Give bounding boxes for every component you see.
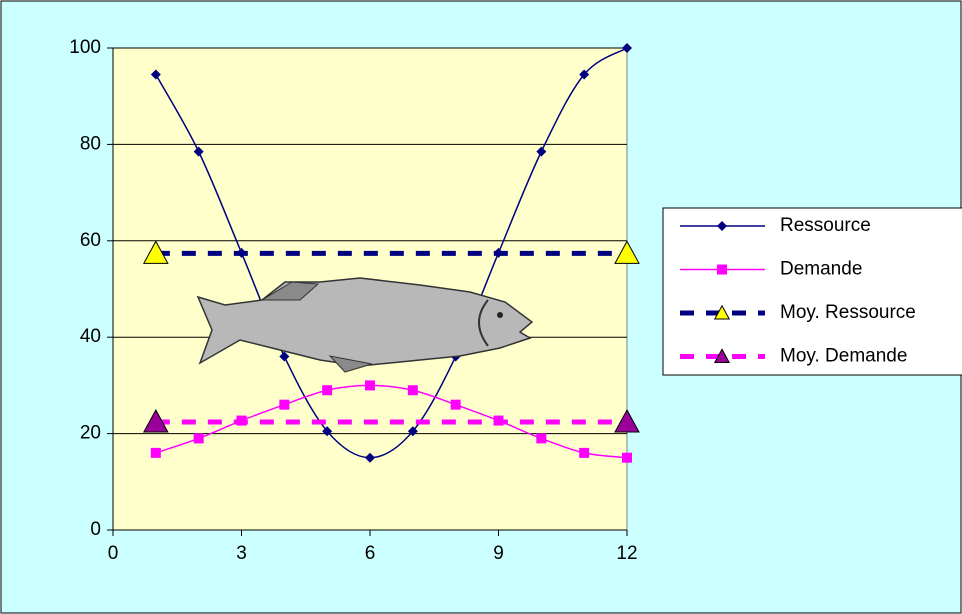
- y-tick-label: 100: [69, 37, 101, 58]
- marker: [151, 448, 161, 458]
- legend-label: Moy. Demande: [780, 346, 907, 367]
- y-tick-label: 20: [80, 423, 101, 444]
- marker: [451, 400, 461, 410]
- x-tick-label: 3: [236, 543, 247, 564]
- legend-label: Demande: [780, 259, 862, 280]
- marker: [579, 448, 589, 458]
- legend-label: Ressource: [780, 215, 871, 236]
- x-tick-label: 6: [365, 543, 376, 564]
- marker: [279, 400, 289, 410]
- marker: [622, 453, 632, 463]
- y-tick-label: 60: [80, 230, 101, 251]
- marker: [365, 380, 375, 390]
- x-tick-label: 12: [616, 543, 637, 564]
- y-tick-label: 0: [90, 519, 101, 540]
- x-tick-label: 9: [493, 543, 504, 564]
- marker: [194, 433, 204, 443]
- legend: Ressource Demande Moy. Ressource Moy. Deman…: [663, 208, 962, 375]
- chart: 0 20 40 60 80 100 0 3 6 9 12 Ressource Demande Moy. …: [0, 0, 962, 614]
- marker: [717, 265, 727, 275]
- legend-label: Moy. Ressource: [780, 302, 916, 323]
- marker: [408, 385, 418, 395]
- marker: [322, 385, 332, 395]
- x-tick-label: 0: [108, 543, 119, 564]
- y-tick-label: 80: [80, 133, 101, 154]
- marker: [536, 433, 546, 443]
- y-tick-label: 40: [80, 326, 101, 347]
